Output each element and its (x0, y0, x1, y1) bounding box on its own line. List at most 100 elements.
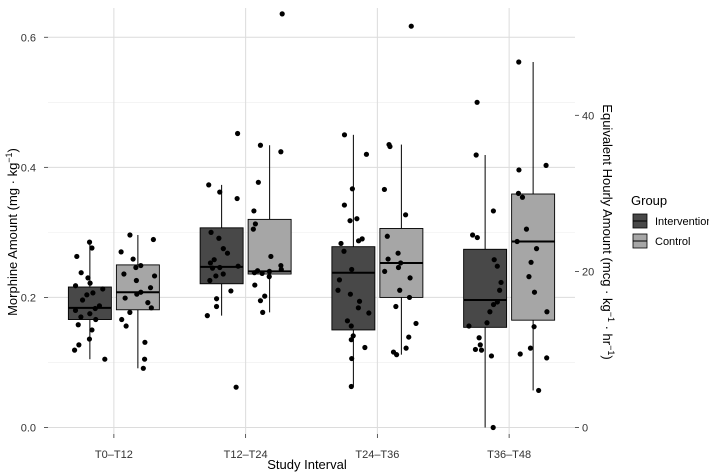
data-point-intervention (89, 327, 95, 333)
data-point-control (252, 221, 259, 227)
legend-title: Group (631, 193, 667, 208)
data-point-intervention (235, 263, 241, 269)
data-point-intervention (100, 286, 106, 292)
data-point-intervention (211, 257, 217, 263)
data-point-control (543, 162, 549, 168)
y-tick-label-left: 0.6 (21, 32, 36, 44)
data-point-intervention (484, 320, 490, 326)
data-point-control (266, 268, 273, 275)
data-point-intervention (490, 301, 497, 308)
x-axis-title: Study Interval (267, 457, 347, 472)
data-point-control (544, 309, 550, 315)
data-point-control (134, 291, 140, 297)
data-point-intervention (213, 273, 219, 279)
data-point-control (130, 256, 136, 262)
data-point-control (119, 316, 125, 323)
data-point-intervention (86, 239, 93, 245)
data-point-intervention (349, 186, 355, 192)
data-point-control (257, 142, 264, 148)
data-point-intervention (76, 342, 82, 348)
data-point-control (517, 351, 523, 357)
data-point-control (515, 190, 522, 196)
data-point-intervention (206, 182, 212, 188)
data-point-intervention (487, 309, 493, 315)
data-point-control (268, 253, 274, 260)
data-point-control (123, 323, 129, 329)
data-point-intervention (356, 298, 363, 304)
data-point-control (260, 309, 266, 315)
y-axis-title-right-sup2: −1 (606, 345, 616, 355)
data-point-intervention (347, 218, 353, 224)
data-point-intervention (235, 130, 241, 137)
y-axis-title-right-main: Equivalent Hourly Amount (600, 104, 615, 254)
data-point-control (257, 298, 264, 304)
data-point-control (385, 256, 391, 262)
data-point-intervention (72, 307, 79, 314)
data-point-control (544, 355, 550, 361)
y-axis-title-left-unit: mg · kg (5, 163, 20, 206)
y-axis-title-right-sup1: −1 (606, 312, 616, 322)
data-point-intervention (498, 279, 504, 286)
data-point-intervention (85, 275, 91, 281)
data-point-control (402, 212, 409, 218)
data-point-intervention (348, 337, 354, 343)
data-point-control (413, 320, 419, 327)
data-point-control (516, 167, 522, 173)
data-point-intervention (213, 303, 220, 310)
data-point-control (387, 143, 393, 150)
data-point-control (266, 274, 272, 280)
y-axis-title-right: Equivalent Hourly Amount (mcg · kg−1 · h… (600, 104, 616, 359)
data-point-intervention (474, 99, 480, 105)
data-point-intervention (228, 288, 234, 294)
data-point-intervention (348, 383, 354, 390)
y-tick-label-left: 0.4 (21, 162, 36, 174)
x-tick-label: T12–T24 (224, 449, 268, 461)
y-axis-title-left: Morphine Amount (mg · kg−1) (4, 148, 20, 316)
data-point-intervention (348, 323, 354, 329)
data-point-intervention (79, 297, 86, 303)
data-point-control (382, 268, 388, 275)
data-point-intervention (354, 216, 360, 222)
data-point-intervention (78, 314, 84, 320)
y-axis-title-left-open: ( (5, 205, 20, 210)
y-axis-title-right-unit: mcg · kg (600, 262, 615, 312)
data-point-intervention (92, 305, 98, 312)
data-point-control (250, 226, 256, 232)
data-point-control (122, 295, 128, 301)
data-point-control (140, 365, 146, 371)
y-tick-label-right: 0 (582, 422, 588, 434)
data-point-control (384, 233, 390, 239)
data-point-intervention (473, 152, 479, 158)
data-point-intervention (86, 336, 93, 342)
data-point-intervention (355, 238, 362, 244)
data-point-control (407, 275, 413, 281)
gridlines (48, 8, 575, 434)
data-point-control (251, 270, 257, 276)
data-point-intervention (75, 322, 81, 328)
y-tick-label-left: 0.0 (21, 422, 36, 434)
data-point-intervention (102, 356, 108, 362)
data-point-control (397, 287, 403, 293)
data-point-control (141, 356, 148, 362)
data-point-intervention (474, 234, 480, 241)
data-point-intervention (347, 291, 353, 297)
data-point-intervention (220, 271, 226, 277)
y-tick-label-right: 40 (582, 110, 594, 122)
data-point-control (121, 271, 127, 277)
y-axis-title-right-mid: · hr (600, 322, 615, 346)
data-point-intervention (233, 384, 239, 390)
data-point-control (118, 249, 124, 255)
y-axis-title-left-main: Morphine Amount (5, 214, 20, 316)
data-point-control (398, 260, 404, 266)
data-point-intervention (207, 260, 214, 266)
data-point-control (278, 262, 284, 269)
data-point-intervention (349, 355, 355, 362)
data-point-control (138, 289, 144, 295)
data-point-intervention (87, 280, 93, 286)
data-point-control (514, 238, 520, 245)
data-point-control (278, 266, 284, 273)
data-point-intervention (491, 257, 497, 263)
data-point-intervention (213, 296, 220, 302)
